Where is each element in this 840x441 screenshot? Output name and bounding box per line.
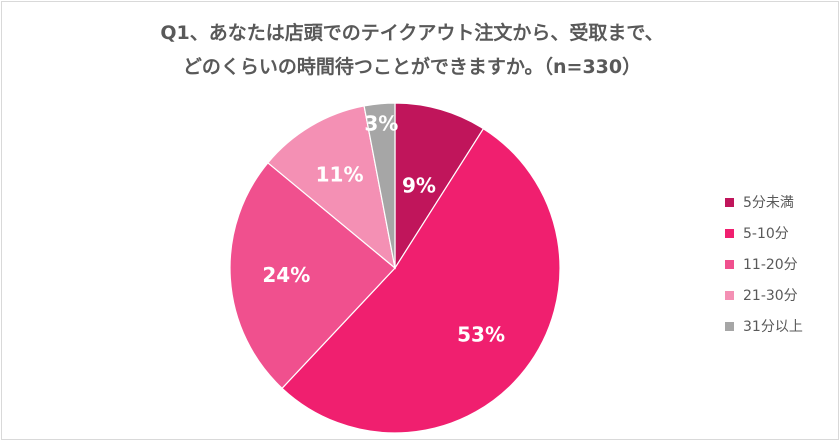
legend-label: 5-10分 xyxy=(743,226,789,242)
legend-item-under-5: 5分未満 xyxy=(725,189,803,215)
legend-label: 5分未満 xyxy=(743,195,794,211)
legend-label: 11-20分 xyxy=(743,257,798,273)
slice-value-label: 11% xyxy=(316,162,364,186)
slice-value-label: 53% xyxy=(457,323,505,347)
chart-title: Q1、あなたは店頭でのテイクアウト注文から、受取まで、 どのくらいの時間待つこと… xyxy=(2,16,822,84)
chart-title-line-1: Q1、あなたは店頭でのテイクアウト注文から、受取まで、 xyxy=(160,22,664,44)
legend-swatch xyxy=(725,259,734,269)
legend-item-11-20: 11-20分 xyxy=(725,251,803,277)
slice-value-label: 24% xyxy=(262,263,310,287)
legend-swatch xyxy=(725,321,734,331)
pie-slice-21-30 xyxy=(267,105,396,270)
legend: 5分未満 5-10分 11-20分 21-30分 31分以上 xyxy=(725,189,803,344)
legend-label: 31分以上 xyxy=(743,319,803,335)
legend-item-31-plus: 31分以上 xyxy=(725,313,803,339)
pie-slice-5-10 xyxy=(281,127,561,434)
pie-slice-11-20 xyxy=(229,161,396,390)
pie-slice-5 xyxy=(394,102,485,271)
legend-label: 21-30分 xyxy=(743,288,798,304)
legend-swatch xyxy=(725,290,734,300)
legend-swatch xyxy=(725,197,734,207)
slice-value-label: 9% xyxy=(402,174,436,198)
legend-item-21-30: 21-30分 xyxy=(725,282,803,308)
legend-item-5-10: 5-10分 xyxy=(725,220,803,246)
pie-slice-31 xyxy=(363,102,396,269)
chart-title-line-2: どのくらいの時間待つことができますか。（n=330） xyxy=(182,56,642,78)
slice-value-label: 3% xyxy=(364,111,398,135)
legend-swatch xyxy=(725,228,734,238)
